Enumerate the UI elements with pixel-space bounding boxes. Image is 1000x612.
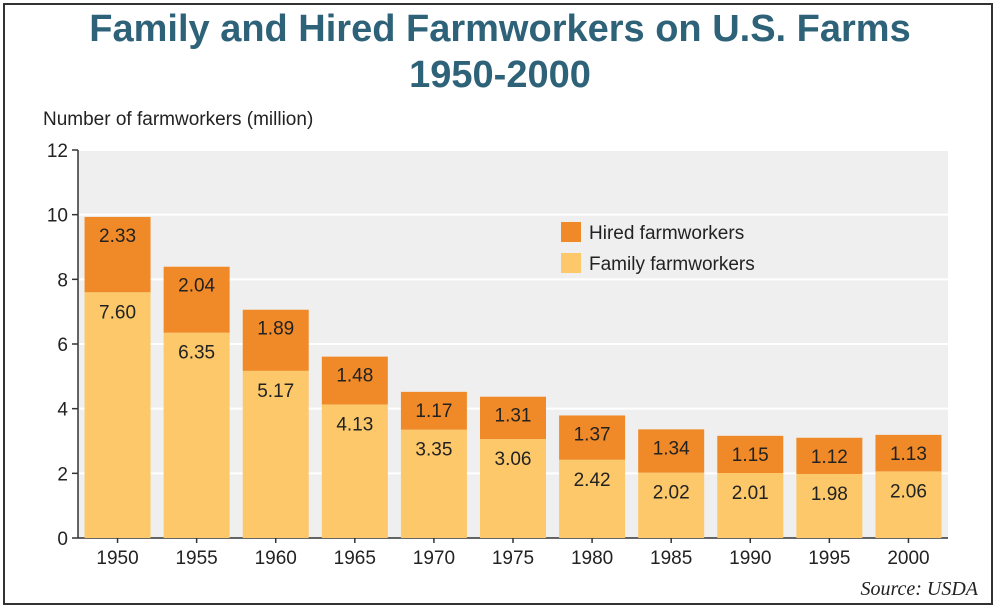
bar-family-1970 [400, 429, 467, 538]
legend-label-hired: Hired farmworkers [589, 223, 744, 244]
bar-hired-1975 [480, 396, 546, 440]
x-tick-label-1975: 1975 [492, 548, 534, 569]
y-tick-label: 0 [57, 529, 68, 550]
x-tick-label-1950: 1950 [96, 548, 138, 569]
data-label-hired-1990: 1.15 [732, 445, 769, 466]
bar-hired-1965 [321, 356, 388, 405]
x-tick-label-1985: 1985 [650, 548, 692, 569]
y-tick-label: 6 [57, 335, 68, 356]
x-tick-label-1995: 1995 [808, 548, 850, 569]
data-label-family-1980: 2.42 [574, 470, 611, 491]
bar-hired-2000 [875, 434, 942, 472]
bar-family-1985 [638, 472, 705, 538]
legend-label-family: Family farmworkers [589, 254, 755, 275]
data-label-hired-1995: 1.12 [811, 447, 848, 468]
bar-family-1950 [84, 292, 151, 538]
data-label-family-1965: 4.13 [336, 414, 373, 435]
legend-swatch-family [561, 253, 581, 273]
y-tick-label: 4 [57, 400, 68, 421]
bar-hired-1970 [400, 391, 467, 430]
data-label-family-2000: 2.06 [890, 481, 927, 502]
bar-family-1960 [242, 370, 309, 538]
legend-swatch-hired [561, 222, 581, 242]
bar-family-2000 [875, 471, 942, 538]
x-tick-label-1970: 1970 [413, 548, 455, 569]
data-label-hired-1960: 1.89 [257, 319, 294, 340]
bar-family-1965 [321, 404, 388, 538]
data-label-hired-1975: 1.31 [495, 406, 532, 427]
data-label-family-1995: 1.98 [811, 484, 848, 505]
chart-frame [3, 3, 993, 605]
bar-hired-1995 [796, 437, 863, 474]
data-label-hired-1985: 1.34 [653, 438, 690, 459]
data-label-family-1990: 2.01 [732, 483, 769, 504]
bar-family-1995 [796, 473, 863, 538]
data-label-family-1960: 5.17 [257, 381, 294, 402]
source-note: Source: USDA [860, 578, 978, 600]
chart-title: Family and Hired Farmworkers on U.S. Far… [89, 8, 911, 50]
data-label-hired-1965: 1.48 [336, 366, 373, 387]
data-label-hired-1950: 2.33 [99, 226, 136, 247]
data-label-hired-1980: 1.37 [574, 424, 611, 445]
data-label-hired-2000: 1.13 [890, 444, 927, 465]
data-label-family-1950: 7.60 [99, 302, 136, 323]
y-tick-label: 2 [57, 464, 68, 485]
y-tick-label: 10 [47, 206, 68, 227]
data-label-family-1975: 3.06 [495, 449, 532, 470]
data-label-hired-1955: 2.04 [178, 276, 215, 297]
bar-hired-1985 [638, 429, 705, 473]
x-tick-label-1960: 1960 [255, 548, 297, 569]
chart-subtitle: 1950-2000 [409, 54, 591, 96]
data-label-family-1955: 6.35 [178, 343, 215, 364]
bar-family-1980 [559, 459, 626, 538]
bar-hired-1980 [559, 415, 626, 460]
x-tick-label-1955: 1955 [175, 548, 217, 569]
data-label-family-1970: 3.35 [415, 440, 452, 461]
data-label-family-1985: 2.02 [653, 483, 690, 504]
bar-family-1990 [717, 473, 784, 538]
bar-hired-1955 [163, 266, 230, 333]
bar-hired-1990 [717, 435, 784, 474]
bar-family-1975 [480, 439, 546, 538]
y-tick-label: 8 [57, 270, 68, 291]
bar-hired-1960 [242, 309, 309, 371]
x-tick-label-1980: 1980 [571, 548, 613, 569]
data-label-hired-1970: 1.17 [415, 401, 452, 422]
bar-hired-1950 [84, 216, 151, 293]
y-tick-label: 12 [47, 141, 68, 162]
y-axis-label: Number of farmworkers (million) [43, 109, 314, 130]
bar-family-1955 [163, 332, 230, 538]
x-tick-label-1965: 1965 [334, 548, 376, 569]
x-tick-label-1990: 1990 [729, 548, 771, 569]
x-tick-label-2000: 2000 [887, 548, 929, 569]
